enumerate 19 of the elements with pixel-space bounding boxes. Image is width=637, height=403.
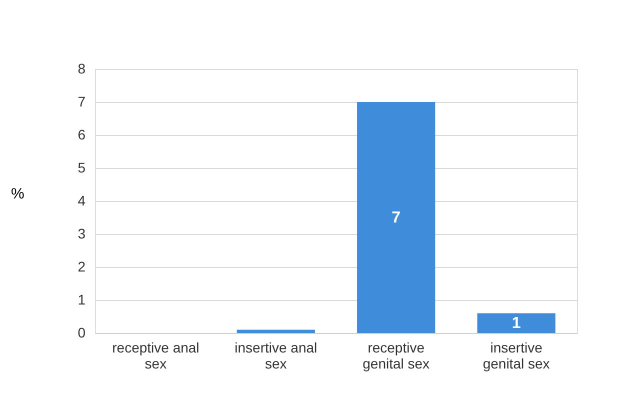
y-tick-label: 0	[78, 324, 86, 340]
data-label: 1	[512, 315, 521, 332]
y-tick-label: 4	[78, 192, 86, 208]
x-tick-label: insertive genital sex	[482, 340, 550, 372]
y-tick-label: 8	[78, 60, 86, 76]
x-tick-label: receptive anal sex	[112, 340, 200, 372]
y-tick-label: 3	[78, 226, 86, 242]
y-tick-label: 5	[78, 160, 86, 176]
bar	[357, 102, 436, 333]
y-axis-title: %	[11, 186, 24, 202]
bar	[477, 313, 556, 333]
y-tick-label: 2	[78, 258, 86, 274]
y-tick-label: 1	[78, 292, 86, 308]
bar	[236, 330, 315, 333]
x-tick-label: insertive anal sex	[234, 340, 318, 372]
x-tick-label: receptive genital sex	[362, 340, 430, 372]
data-label: 7	[392, 210, 401, 226]
y-tick-label: 7	[78, 94, 86, 110]
y-tick-label: 6	[78, 126, 86, 142]
